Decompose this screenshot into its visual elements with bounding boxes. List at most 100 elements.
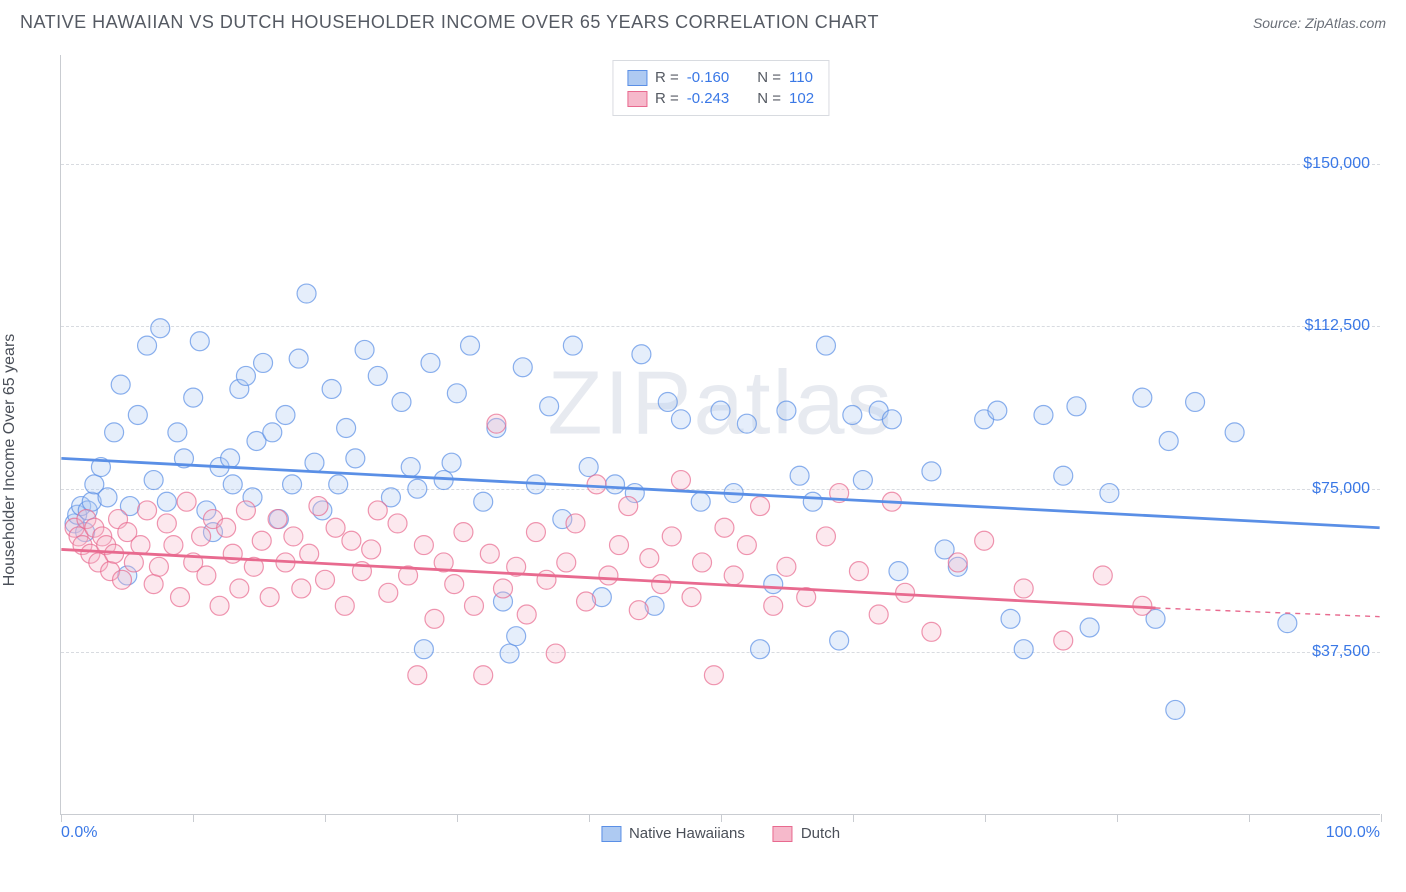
scatter-point <box>362 540 381 559</box>
scatter-point <box>610 536 629 555</box>
scatter-point <box>326 518 345 537</box>
scatter-point <box>843 405 862 424</box>
scatter-point <box>157 492 176 511</box>
scatter-point <box>144 471 163 490</box>
scatter-point <box>263 423 282 442</box>
xtick <box>193 814 194 822</box>
scatter-point <box>1054 631 1073 650</box>
scatter-point <box>131 536 150 555</box>
scatter-point <box>254 353 273 372</box>
scatter-point <box>1034 405 1053 424</box>
scatter-point <box>414 536 433 555</box>
scatter-point <box>445 575 464 594</box>
scatter-point <box>1001 609 1020 628</box>
scatter-point <box>113 570 132 589</box>
scatter-point <box>447 384 466 403</box>
trend-line-dashed <box>1156 608 1380 617</box>
n-label: N = <box>757 69 781 86</box>
scatter-point <box>177 492 196 511</box>
scatter-point <box>217 518 236 537</box>
scatter-point <box>619 497 638 516</box>
scatter-point <box>190 332 209 351</box>
scatter-point <box>292 579 311 598</box>
scatter-point <box>408 666 427 685</box>
scatter-point <box>487 414 506 433</box>
scatter-point <box>138 501 157 520</box>
xtick <box>61 814 62 822</box>
legend-item-a: Native Hawaiians <box>601 825 745 842</box>
scatter-point <box>715 518 734 537</box>
scatter-point <box>276 405 295 424</box>
scatter-point <box>975 531 994 550</box>
scatter-point <box>157 514 176 533</box>
scatter-point <box>1278 614 1297 633</box>
scatter-point <box>442 453 461 472</box>
scatter-point <box>1067 397 1086 416</box>
scatter-point <box>652 575 671 594</box>
scatter-point <box>149 557 168 576</box>
scatter-point <box>540 397 559 416</box>
legend-label-a: Native Hawaiians <box>629 825 745 842</box>
swatch-b <box>627 91 647 107</box>
scatter-point <box>284 527 303 546</box>
legend-correlation: R = -0.160 N = 110 R = -0.243 N = 102 <box>612 60 829 116</box>
n-value-b: 102 <box>789 90 814 107</box>
r-value-b: -0.243 <box>687 90 730 107</box>
scatter-point <box>546 644 565 663</box>
scatter-point <box>579 458 598 477</box>
scatter-point <box>988 401 1007 420</box>
swatch-b2 <box>773 826 793 842</box>
xtick <box>1249 814 1250 822</box>
scatter-point <box>337 419 356 438</box>
scatter-point <box>111 375 130 394</box>
scatter-point <box>421 353 440 372</box>
xtick <box>721 814 722 822</box>
scatter-point <box>289 349 308 368</box>
scatter-point <box>629 601 648 620</box>
scatter-point <box>1054 466 1073 485</box>
xtick <box>853 814 854 822</box>
legend-row-b: R = -0.243 N = 102 <box>627 88 814 109</box>
xtick <box>1117 814 1118 822</box>
scatter-point <box>1014 579 1033 598</box>
scatter-point <box>168 423 187 442</box>
scatter-point <box>640 549 659 568</box>
scatter-point <box>507 627 526 646</box>
scatter-point <box>260 588 279 607</box>
scatter-point <box>724 566 743 585</box>
scatter-point <box>671 471 690 490</box>
legend-label-b: Dutch <box>801 825 840 842</box>
scatter-point <box>1133 388 1152 407</box>
scatter-point <box>252 531 271 550</box>
scatter-point <box>853 471 872 490</box>
scatter-point <box>777 401 796 420</box>
r-label: R = <box>655 90 679 107</box>
scatter-point <box>1225 423 1244 442</box>
scatter-point <box>461 336 480 355</box>
scatter-point <box>322 379 341 398</box>
scatter-point <box>138 336 157 355</box>
scatter-point <box>563 336 582 355</box>
legend-series: Native Hawaiians Dutch <box>601 825 840 842</box>
scatter-point <box>379 583 398 602</box>
scatter-point <box>816 336 835 355</box>
scatter-point <box>693 553 712 572</box>
scatter-point <box>425 609 444 628</box>
scatter-point <box>682 588 701 607</box>
scatter-point <box>737 536 756 555</box>
scatter-point <box>751 497 770 516</box>
scatter-point <box>192 527 211 546</box>
legend-row-a: R = -0.160 N = 110 <box>627 67 814 88</box>
scatter-point <box>777 557 796 576</box>
scatter-point <box>414 640 433 659</box>
n-label: N = <box>757 90 781 107</box>
source-credit: Source: ZipAtlas.com <box>1253 15 1386 31</box>
scatter-point <box>889 562 908 581</box>
scatter-point <box>751 640 770 659</box>
x-max-label: 100.0% <box>1326 824 1380 842</box>
xtick <box>589 814 590 822</box>
scatter-point <box>335 596 354 615</box>
scatter-point <box>662 527 681 546</box>
scatter-point <box>500 644 519 663</box>
scatter-point <box>948 553 967 572</box>
